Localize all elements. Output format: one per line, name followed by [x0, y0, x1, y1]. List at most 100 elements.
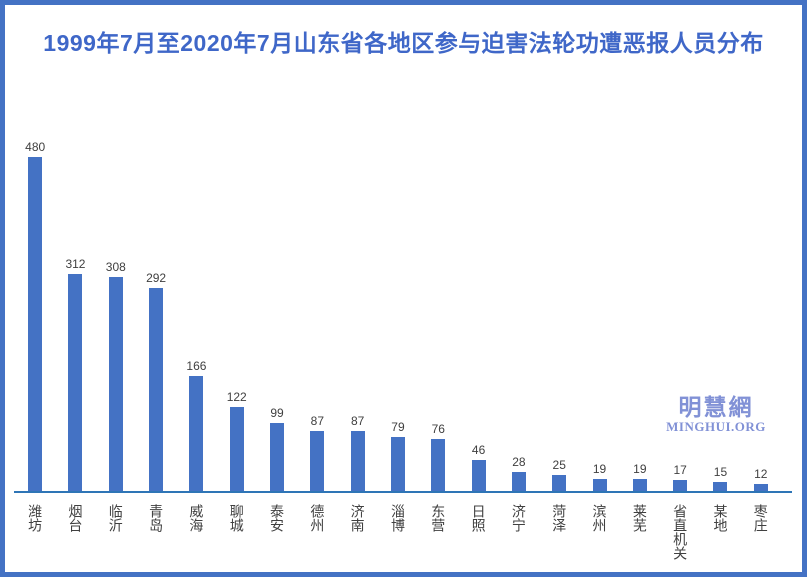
bar [592, 479, 607, 492]
x-axis-line [14, 491, 792, 493]
bar-column: 480 [15, 138, 55, 492]
bar-column: 122 [217, 138, 257, 492]
category-column: 济宁 [499, 504, 539, 532]
bar [753, 484, 768, 492]
bar-value-label: 166 [186, 359, 207, 373]
bar [310, 431, 325, 492]
x-axis-category-label: 滨州 [591, 504, 608, 532]
x-axis-category-label: 枣庄 [752, 504, 769, 532]
bar-column: 19 [620, 138, 660, 492]
bar-column: 79 [378, 138, 418, 492]
category-column: 德州 [297, 504, 337, 532]
bar-column: 28 [499, 138, 539, 492]
bar-value-label: 17 [673, 463, 687, 477]
x-axis-category-label: 烟台 [67, 504, 84, 532]
bar [108, 277, 123, 492]
bar-column: 292 [136, 138, 176, 492]
category-column: 菏泽 [539, 504, 579, 532]
bar-value-label: 480 [25, 140, 46, 154]
x-axis-category-label: 潍坊 [27, 504, 44, 532]
bar-column: 166 [176, 138, 216, 492]
category-column: 东营 [418, 504, 458, 532]
bar-value-label: 25 [552, 458, 566, 472]
bar-value-label: 28 [512, 455, 526, 469]
x-axis-category-label: 莱芜 [631, 504, 648, 532]
bar-column: 12 [741, 138, 781, 492]
bar-column: 17 [660, 138, 700, 492]
x-axis-category-label: 青岛 [148, 504, 165, 532]
category-column: 某地 [700, 504, 740, 532]
category-column: 省直机关 [660, 504, 700, 560]
bar [149, 288, 164, 492]
x-axis-category-label: 菏泽 [551, 504, 568, 532]
x-axis-category-label: 济宁 [510, 504, 527, 532]
bar [632, 479, 647, 492]
x-axis-category-label: 淄博 [389, 504, 406, 532]
category-column: 威海 [176, 504, 216, 532]
x-axis-category-label: 威海 [188, 504, 205, 532]
bar [673, 480, 688, 492]
category-column: 淄博 [378, 504, 418, 532]
x-axis-category-label: 日照 [470, 504, 487, 532]
bar-value-label: 19 [592, 462, 607, 476]
category-column: 滨州 [579, 504, 619, 532]
bar [68, 274, 83, 492]
bar-value-label: 15 [713, 465, 728, 479]
x-axis-category-label: 省直机关 [672, 504, 689, 560]
bar [471, 460, 486, 492]
category-column: 聊城 [217, 504, 257, 532]
category-column: 青岛 [136, 504, 176, 532]
bar-value-label: 292 [146, 271, 167, 285]
bar-value-label: 12 [754, 467, 768, 481]
x-axis-category-label: 济南 [349, 504, 366, 532]
bar-value-label: 19 [633, 462, 647, 476]
minghui-watermark: 明慧網 MINGHUI.ORG [660, 395, 772, 434]
bar-column: 76 [418, 138, 458, 492]
bar-value-label: 122 [226, 390, 247, 404]
bar-column: 46 [458, 138, 498, 492]
x-axis-category-label: 德州 [309, 504, 326, 532]
x-axis-category-label: 泰安 [269, 504, 286, 532]
x-axis-category-label: 聊城 [228, 504, 245, 532]
bar [552, 475, 567, 492]
category-column: 莱芜 [620, 504, 660, 532]
category-column: 日照 [458, 504, 498, 532]
bar-column: 87 [297, 138, 337, 492]
bar-value-label: 87 [350, 414, 365, 428]
bar [431, 439, 446, 492]
bar-column: 15 [700, 138, 740, 492]
bar-column: 87 [338, 138, 378, 492]
category-column: 泰安 [257, 504, 297, 532]
x-axis-category-label: 临沂 [107, 504, 124, 532]
bar [713, 482, 728, 492]
bar-value-label: 99 [270, 406, 284, 420]
bar [270, 423, 285, 492]
bar-column: 25 [539, 138, 579, 492]
bar-value-label: 87 [310, 414, 325, 428]
bar-column: 312 [55, 138, 95, 492]
plot-area: 480 312 308 292 166 122 99 87 87 79 76 46 28 25 19 19 17… [15, 138, 781, 492]
bar [28, 157, 43, 492]
bar-column: 308 [96, 138, 136, 492]
bar-value-label: 76 [431, 422, 445, 436]
x-axis-category-label: 东营 [430, 504, 447, 532]
minghui-logo-chinese: 明慧網 [678, 394, 754, 420]
bar-column: 19 [579, 138, 619, 492]
bar-value-label: 308 [105, 260, 126, 274]
bar-column: 99 [257, 138, 297, 492]
bar-value-label: 46 [471, 443, 486, 457]
category-column: 济南 [338, 504, 378, 532]
bar-value-label: 312 [65, 257, 86, 271]
category-column: 枣庄 [741, 504, 781, 532]
bar [350, 431, 365, 492]
category-column: 潍坊 [15, 504, 55, 532]
minghui-logo-url: MINGHUI.ORG [666, 419, 766, 434]
bar-value-label: 79 [391, 420, 405, 434]
x-axis-category-label: 某地 [712, 504, 729, 532]
bar [189, 376, 204, 492]
category-column: 临沂 [96, 504, 136, 532]
x-axis-labels-row: 潍坊 烟台 临沂 青岛 威海 聊城 泰安 德州 济南 淄博 东营 日照 济宁 菏泽 滨州 莱芜 省直机关 某地 枣庄 [15, 504, 781, 560]
chart-title: 1999年7月至2020年7月山东省各地区参与迫害法轮功遭恶报人员分布 [43, 30, 764, 56]
bar [511, 472, 526, 492]
